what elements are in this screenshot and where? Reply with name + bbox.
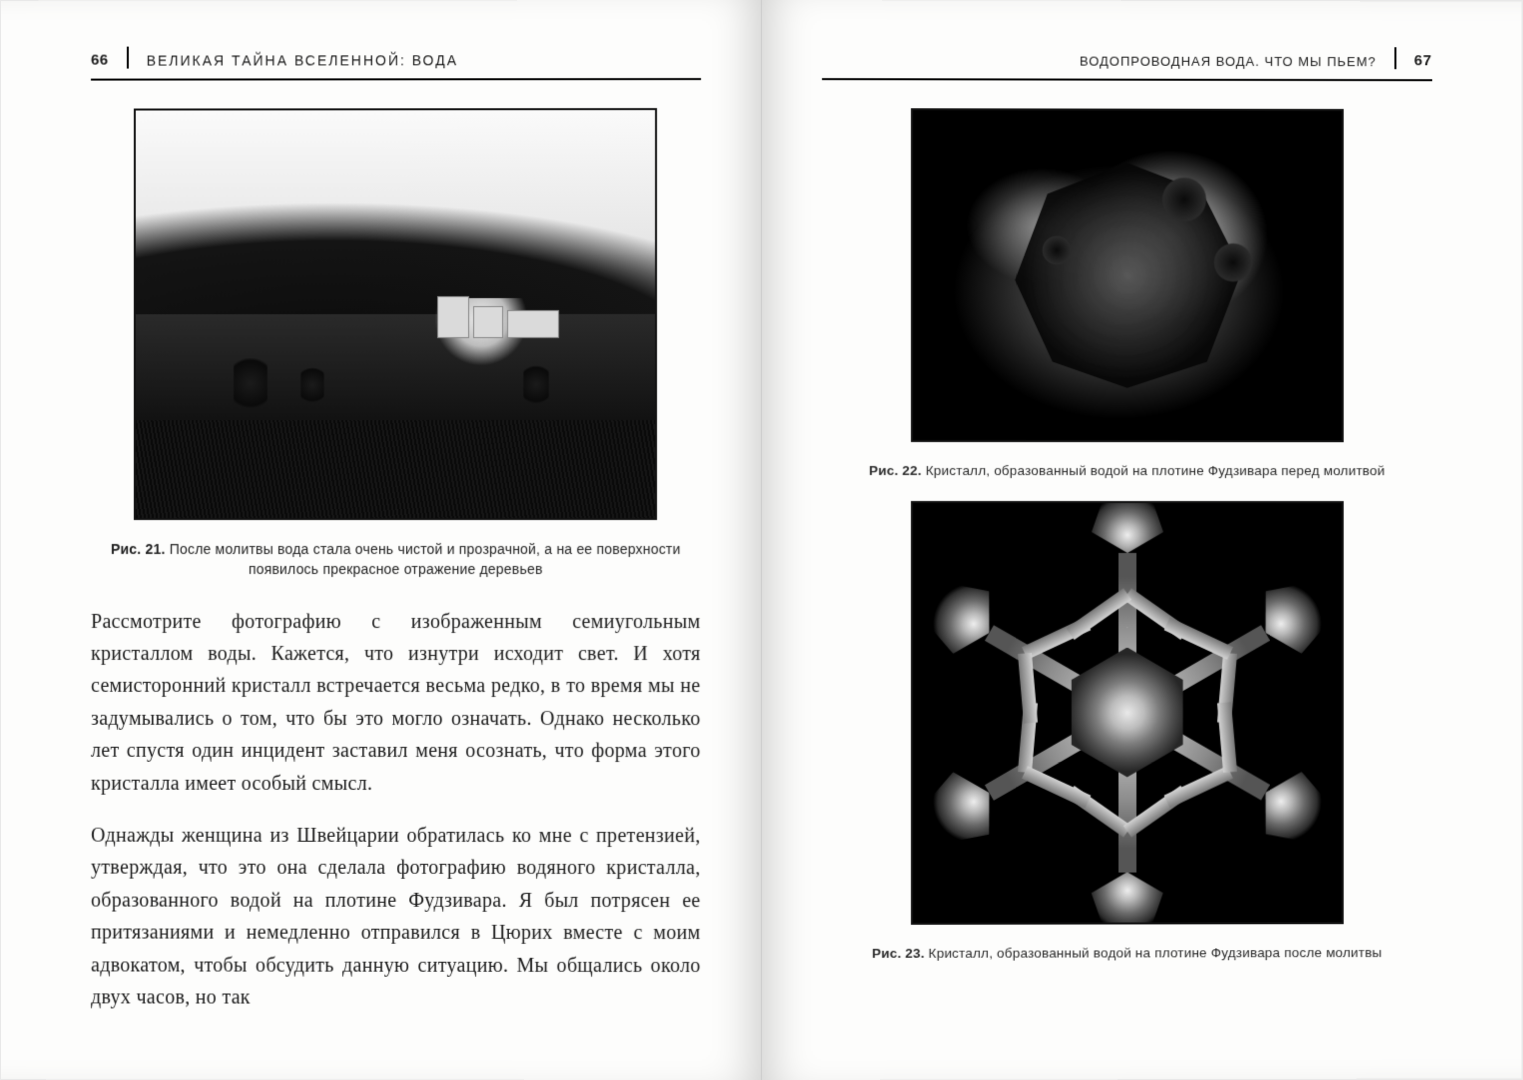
running-title: ВОДОПРОВОДНАЯ ВОДА. ЧТО МЫ ПЬЕМ? [1079,54,1376,70]
running-header-right: ВОДОПРОВОДНАЯ ВОДА. ЧТО МЫ ПЬЕМ? 67 [821,36,1431,81]
page-number: 66 [91,52,109,69]
figure-label: Рис. 22. [868,463,921,478]
figure-23-image [910,501,1343,925]
figure-21-image [134,108,657,520]
header-divider [126,47,128,69]
running-header-left: 66 ВЕЛИКАЯ ТАЙНА ВСЕЛЕННОЙ: ВОДА [91,36,701,81]
running-title: ВЕЛИКАЯ ТАЙНА ВСЕЛЕННОЙ: ВОДА [146,52,458,68]
figure-22-caption: Рис. 22. Кристалл, образованный водой на… [821,461,1431,481]
paragraph: Однажды женщина из Швейцарии обратилась … [91,820,701,1015]
figure-22: Рис. 22. Кристалл, образованный водой на… [821,108,1431,481]
header-divider [1394,47,1396,69]
paragraph: Рассмотрите фотографию с изображенным се… [91,606,701,800]
book-spread: 66 ВЕЛИКАЯ ТАЙНА ВСЕЛЕННОЙ: ВОДА Рис. 21… [0,0,1523,1080]
figure-label: Рис. 21. [111,541,165,557]
body-text: Рассмотрите фотографию с изображенным се… [91,606,701,1015]
page-left: 66 ВЕЛИКАЯ ТАЙНА ВСЕЛЕННОЙ: ВОДА Рис. 21… [1,0,761,1080]
figure-21-caption: Рис. 21. После молитвы вода стала очень … [91,539,701,580]
figure-caption-text: Кристалл, образованный водой на плотине … [928,945,1382,961]
page-right: ВОДОПРОВОДНАЯ ВОДА. ЧТО МЫ ПЬЕМ? 67 Рис.… [762,0,1521,1080]
figure-22-image [910,108,1343,442]
figure-label: Рис. 23. [871,945,924,960]
figure-23: Рис. 23. Кристалл, образованный водой на… [821,501,1431,963]
page-number: 67 [1414,52,1432,69]
figure-23-caption: Рис. 23. Кристалл, образованный водой на… [821,943,1431,964]
figure-caption-text: После молитвы вода стала очень чистой и … [169,541,680,577]
figure-caption-text: Кристалл, образованный водой на плотине … [925,463,1384,478]
figure-21: Рис. 21. После молитвы вода стала очень … [91,108,701,580]
